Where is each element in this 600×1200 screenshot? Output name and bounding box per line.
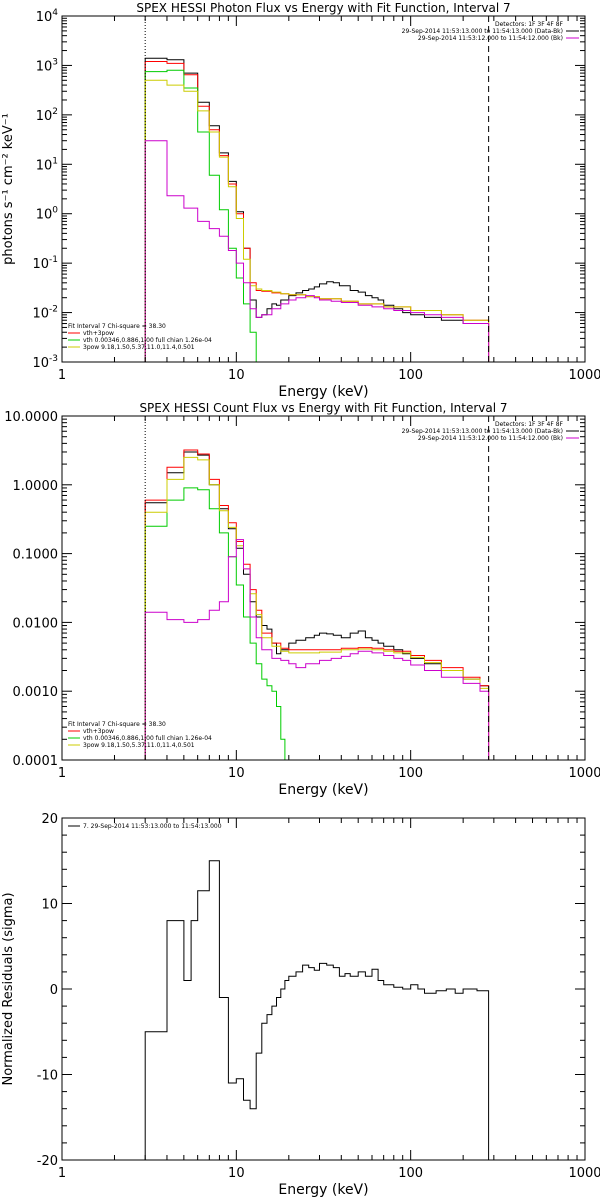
legend-entry: 29-Sep-2014 11:53:12.000 to 11:54:12.000… [418,435,563,442]
x-tick-label: 1 [58,368,66,383]
legend-entry: vth+3pow [83,330,114,337]
legend-header: Fit Interval 7 Chi-square = 38.30 [68,721,166,728]
y-tick-label: 0.0010 [13,685,59,700]
y-axis-label: Normalized Residuals (sigma) [1,892,16,1085]
y-tick-label: 0.0100 [13,616,59,631]
chart-panel-2: SPEX HESSI Count Flux vs Energy with Fit… [4,401,600,798]
plot-frame [61,15,586,363]
series-line-3 [144,69,262,362]
series-line-1 [144,860,490,1160]
legend-entry: 29-Sep-2014 11:53:13.000 to 11:54:13.000… [402,28,563,35]
x-tick-label: 10 [228,368,245,383]
legend-entry: 7. 29-Sep-2014 11:53:13.000 to 11:54:13.… [83,823,222,830]
y-tick-label: 20 [41,812,58,827]
x-tick-label: 100 [398,368,423,383]
series-line-5 [144,539,490,760]
legend-entry: 29-Sep-2014 11:53:12.000 to 11:54:12.000… [418,35,563,42]
x-tick-label: 1000 [568,1166,600,1181]
y-tick-label: 10.0000 [4,410,58,425]
x-axis-label: Energy (keV) [278,1182,368,1198]
series-line-4 [144,456,490,760]
y-tick-label: 1.0000 [13,479,59,494]
x-tick-label: 1000 [568,766,600,781]
y-tick-label: -20 [37,1154,58,1169]
x-axis-label: Energy (keV) [278,384,368,400]
legend-entry: Detectors: 1F 3F 4F 8F [495,21,564,28]
fit-legend: Fit Interval 7 Chi-square = 38.30vth+3po… [68,323,212,351]
legend-entry: 3pow 9.18,1.50,5.37,11.0,11.4,0.501 [83,742,195,749]
chart-title: SPEX HESSI Count Flux vs Energy with Fit… [139,401,507,415]
x-tick-label: 10 [228,766,245,781]
legend-entry: 3pow 9.18,1.50,5.37,11.0,11.4,0.501 [83,344,195,351]
series-line-3 [144,487,289,760]
legend-entry: vth 0.00346,0.886,1.00 full chian 1.26e-… [83,735,212,742]
x-tick-label: 100 [398,766,423,781]
x-tick-label: 1000 [568,368,600,383]
x-tick-label: 1 [58,1166,66,1181]
legend-entry: 29-Sep-2014 11:53:13.000 to 11:54:13.000… [402,428,563,435]
plot-frame [61,415,586,761]
x-tick-label: 10 [228,1166,245,1181]
legend-entry: vth 0.00346,0.886,1.00 full chian 1.26e-… [83,337,212,344]
chart-panel-1: SPEX HESSI Photon Flux vs Energy with Fi… [1,1,600,400]
y-tick-label: 0 [50,983,58,998]
x-axis-label: Energy (keV) [278,782,368,798]
x-tick-label: 1 [58,766,66,781]
chart-title: SPEX HESSI Photon Flux vs Energy with Fi… [136,1,510,15]
y-axis-label: photons s⁻¹ cm⁻² keV⁻¹ [1,113,16,265]
x-tick-label: 100 [398,1166,423,1181]
data-legend: 7. 29-Sep-2014 11:53:13.000 to 11:54:13.… [68,823,222,830]
y-tick-label: 10 [41,898,58,913]
legend-header: Fit Interval 7 Chi-square = 38.30 [68,323,166,330]
y-tick-label: 0.0001 [13,754,59,769]
series-line-5 [144,140,490,362]
chart-panel-3: 1 10 100 1000 -20 -10 0 10 20 Energy (keV) Normali… [1,812,600,1198]
fit-legend: Fit Interval 7 Chi-square = 38.30vth+3po… [68,721,212,749]
series-line-4 [144,79,490,362]
legend-entry: Detectors: 1F 3F 4F 8F [495,421,564,428]
y-tick-label: 0.1000 [13,548,59,563]
legend-entry: vth+3pow [83,728,114,735]
y-tick-label: -10 [37,1069,58,1084]
